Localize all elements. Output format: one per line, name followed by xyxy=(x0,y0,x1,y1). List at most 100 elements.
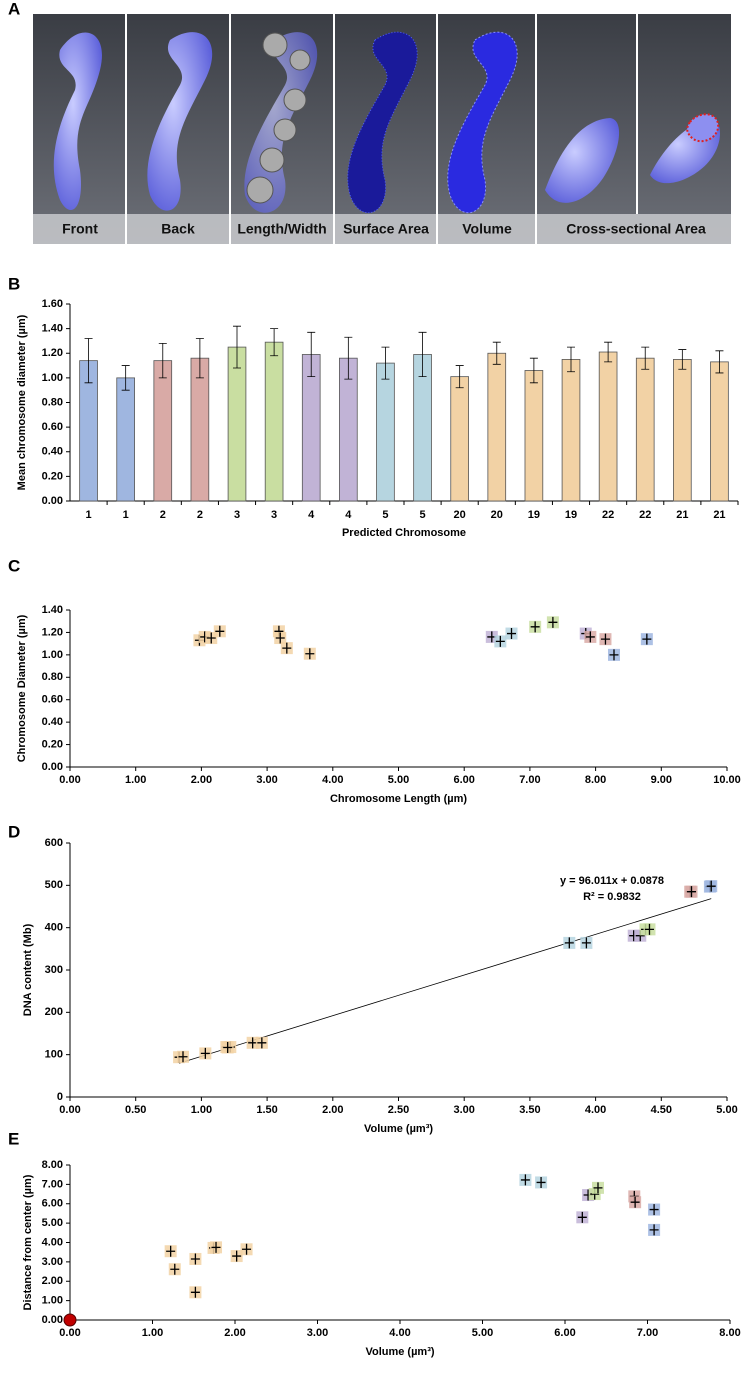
point xyxy=(246,1036,259,1049)
point-cross xyxy=(211,1241,221,1253)
caption: Cross-sectional Area xyxy=(566,221,706,237)
x-tick-label: 21 xyxy=(676,509,688,521)
bar xyxy=(673,359,692,502)
point xyxy=(648,1203,661,1216)
error-bar xyxy=(492,341,501,365)
x-tick-label: 20 xyxy=(491,509,503,521)
y-tick-label: 0.00 xyxy=(42,495,63,507)
panel-label: E xyxy=(8,1129,19,1148)
x-tick-label: 4.00 xyxy=(322,774,343,786)
x-tick-label: 3 xyxy=(234,509,240,521)
y-tick-label: 300 xyxy=(45,964,63,976)
x-tick-label: 5.00 xyxy=(716,1104,737,1116)
y-tick-label: 5.00 xyxy=(42,1217,63,1229)
point-cross xyxy=(577,1211,587,1223)
point-cross xyxy=(223,1041,233,1053)
error-bar xyxy=(529,357,538,384)
bar xyxy=(524,370,544,502)
point-cross xyxy=(275,632,285,644)
spheres xyxy=(246,32,311,204)
x-tick-label: 8.00 xyxy=(585,774,606,786)
y-tick-label: 600 xyxy=(45,837,63,849)
y-tick-label: 6.00 xyxy=(42,1198,63,1210)
x-tick-label: 21 xyxy=(713,509,725,521)
x-tick-label: 4.00 xyxy=(585,1104,606,1116)
point-cross xyxy=(190,1286,200,1298)
y-tick-label: 0.20 xyxy=(42,470,63,482)
x-tick-label: 8.00 xyxy=(719,1327,740,1339)
point-cross xyxy=(206,632,216,644)
error-bar xyxy=(121,365,130,391)
x-axis-title: Volume (µm³) xyxy=(365,1346,434,1358)
bar xyxy=(227,346,247,502)
x-tick-label: 2 xyxy=(197,509,203,521)
point xyxy=(576,1211,589,1224)
point-cross xyxy=(581,937,591,949)
point-cross xyxy=(630,1196,640,1208)
bar xyxy=(450,376,469,502)
y-tick-label: 0.20 xyxy=(42,738,63,750)
point xyxy=(189,1252,202,1265)
error-bar xyxy=(270,328,279,357)
point xyxy=(210,1241,223,1254)
y-tick-label: 1.20 xyxy=(42,347,63,359)
x-tick-label: 4 xyxy=(308,509,315,521)
point-cross xyxy=(257,1037,267,1049)
y-tick-label: 4.00 xyxy=(42,1236,63,1248)
point-cross xyxy=(644,923,654,935)
point xyxy=(189,1286,202,1299)
x-tick-label: 2.00 xyxy=(191,774,212,786)
x-tick-label: 6.00 xyxy=(453,774,474,786)
y-tick-label: 400 xyxy=(45,922,63,934)
x-tick-label: 4.50 xyxy=(651,1104,672,1116)
cross-section xyxy=(686,113,720,143)
point-cross xyxy=(200,1047,210,1059)
point-cross xyxy=(190,1253,200,1265)
point xyxy=(643,923,656,936)
point xyxy=(607,648,620,661)
y-tick-label: 0.60 xyxy=(42,694,63,706)
point xyxy=(535,1176,548,1189)
point xyxy=(629,1196,642,1209)
bar xyxy=(339,357,358,502)
error-bar xyxy=(307,331,316,378)
error-bar xyxy=(84,338,93,384)
x-tick-label: 5.00 xyxy=(388,774,409,786)
x-tick-label: 22 xyxy=(602,509,614,521)
x-tick-label: 7.00 xyxy=(519,774,540,786)
point xyxy=(230,1250,243,1263)
bar xyxy=(264,341,284,502)
point xyxy=(519,1173,532,1186)
x-tick-label: 19 xyxy=(565,509,577,521)
point-cross xyxy=(495,635,505,647)
y-tick-label: 7.00 xyxy=(42,1178,63,1190)
point-cross xyxy=(706,880,716,892)
error-bar xyxy=(604,341,613,363)
error-bar xyxy=(678,349,687,370)
y-tick-label: 0.40 xyxy=(42,446,63,458)
panel-a: Front Back Length/Width Surface Area Vol… xyxy=(33,14,731,244)
x-tick-label: 3.00 xyxy=(307,1327,328,1339)
point xyxy=(494,635,507,648)
trendline xyxy=(178,898,712,1064)
bar xyxy=(376,362,395,502)
point xyxy=(640,633,653,646)
bar xyxy=(635,357,655,502)
point-cross xyxy=(178,1051,188,1063)
x-tick-label: 1.00 xyxy=(142,1327,163,1339)
y-tick-label: 1.60 xyxy=(42,298,63,310)
x-tick-label: 0.00 xyxy=(59,1104,80,1116)
point-cross xyxy=(564,937,574,949)
point xyxy=(685,885,698,898)
point-cross xyxy=(507,628,517,640)
x-tick-label: 7.00 xyxy=(637,1327,658,1339)
point xyxy=(274,632,287,645)
y-tick-label: 0 xyxy=(57,1091,63,1103)
error-bar xyxy=(567,346,575,373)
x-tick-label: 1.50 xyxy=(256,1104,277,1116)
x-tick-label: 4.00 xyxy=(389,1327,410,1339)
y-tick-label: 0.80 xyxy=(42,671,63,683)
y-tick-label: 200 xyxy=(45,1006,63,1018)
error-bar xyxy=(195,338,204,379)
error-bar xyxy=(715,350,724,374)
